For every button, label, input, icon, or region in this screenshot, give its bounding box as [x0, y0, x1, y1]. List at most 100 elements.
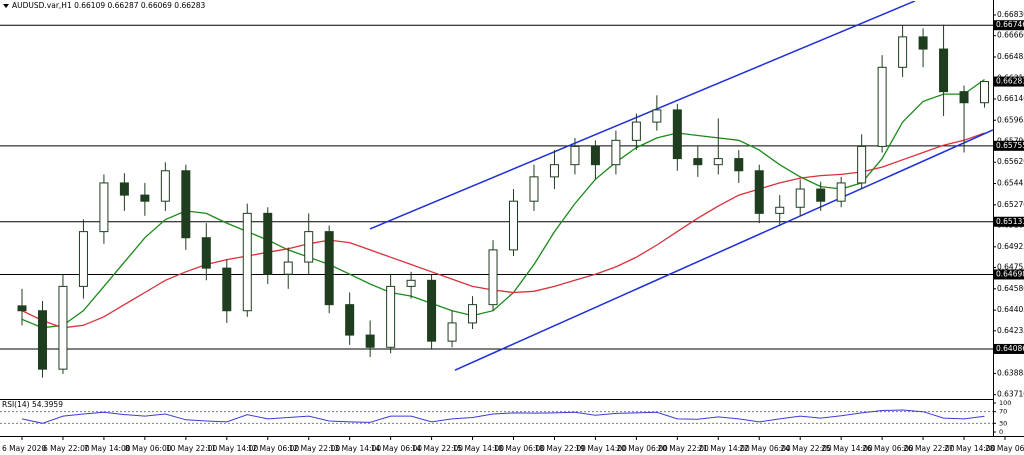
x-tick-label: 19 May 14:00 [575, 444, 627, 453]
candle-body [877, 66, 887, 147]
x-tick-label: 22 May 06:00 [739, 444, 791, 453]
x-tick-label: 11 May 14:00 [207, 444, 259, 453]
candle-body [611, 139, 621, 166]
x-tick-label: 20 May 06:00 [616, 444, 668, 453]
candle-body [17, 305, 27, 312]
y-tick-label: 0.64235 [997, 326, 1024, 335]
rsi-tick-label: 70 [999, 408, 1007, 416]
candle-body [631, 121, 641, 141]
x-tick-label: 15 May 14:00 [453, 444, 505, 453]
level-label-box [994, 343, 1024, 354]
candle-body [693, 158, 703, 166]
candle-body [549, 164, 559, 178]
candle-body [488, 249, 498, 306]
candle-body [427, 279, 437, 342]
candle-body [365, 334, 375, 348]
candle-body [713, 158, 723, 166]
price-label-box [994, 76, 1024, 87]
candle-body [795, 188, 805, 208]
y-tick-label: 0.63885 [997, 368, 1024, 377]
candle-body [181, 170, 191, 239]
y-tick-label: 0.66485 [997, 52, 1024, 61]
candle-body [980, 81, 990, 104]
candle-body [836, 182, 846, 202]
x-tick-label: 24 May 22:00 [780, 444, 832, 453]
candle-body [652, 109, 662, 123]
candle-body [119, 182, 129, 196]
rsi-tick-label: 30 [999, 419, 1007, 427]
candle-body [283, 261, 293, 275]
x-tick-label: 6 May 2020 [2, 444, 46, 453]
level-label: 0.65755 [996, 141, 1024, 150]
rsi-tick-label: 100 [999, 399, 1011, 407]
menu-icon[interactable] [3, 4, 9, 8]
candle-body [672, 109, 682, 160]
candle-body [754, 170, 764, 214]
price-label: 0.66283 [996, 77, 1024, 86]
x-tick-label: 13 May 14:00 [330, 444, 382, 453]
x-tick-label: 14 May 22:00 [412, 444, 464, 453]
candle-body [857, 145, 867, 184]
level-label-box [994, 216, 1024, 227]
x-tick-label: 26 May 06:00 [862, 444, 914, 453]
level-label: 0.64086 [996, 344, 1024, 353]
candle-body [468, 304, 478, 324]
x-tick-label: 25 May 14:00 [821, 444, 873, 453]
candle-body [37, 310, 47, 370]
chart-title: AUDUSD.var,H1 0.66109 0.66287 0.66069 0.… [12, 1, 206, 10]
x-tick-label: 6 May 22:00 [43, 444, 90, 453]
x-tick-label: 12 May 22:00 [289, 444, 341, 453]
x-tick-label: 7 May 14:00 [84, 444, 131, 453]
x-tick-label: 10 May 22:00 [166, 444, 218, 453]
candle-body [201, 237, 211, 269]
candle-body [509, 200, 518, 251]
x-tick-label: 27 May 14:00 [944, 444, 996, 453]
candle-body [58, 285, 68, 370]
x-tick-label: 14 May 06:00 [371, 444, 423, 453]
rsi-label: RSI(14) 54.3959 [2, 400, 63, 409]
candle-body [345, 304, 355, 336]
rsi-line [21, 409, 985, 424]
x-tick-label: 18 May 22:00 [534, 444, 586, 453]
x-tick-label: 18 May 06:00 [494, 444, 546, 453]
candle-body [140, 194, 150, 202]
x-tick-label: 28 May 06:00 [985, 444, 1024, 453]
x-tick-label: 26 May 22:00 [903, 444, 955, 453]
level-label: 0.65131 [996, 217, 1024, 226]
candle-body [590, 145, 600, 166]
x-tick-label: 12 May 06:00 [248, 444, 300, 453]
candle-body [386, 285, 396, 348]
candle-body [324, 231, 334, 306]
rsi-tick-label: 0 [999, 428, 1003, 436]
candle-body [222, 267, 232, 312]
rsi-panel [0, 409, 993, 424]
y-tick-label: 0.64755 [997, 263, 1024, 272]
y-tick-label: 0.65965 [997, 115, 1024, 124]
candle-body [570, 145, 580, 166]
candle-body [939, 48, 949, 93]
trendline [454, 129, 993, 371]
y-tick-label: 0.64405 [997, 305, 1024, 314]
candle-body [959, 91, 969, 104]
level-label: 0.64698 [996, 269, 1024, 278]
candle-body [734, 158, 744, 172]
candle-body [775, 206, 785, 214]
moving-average [21, 132, 985, 329]
x-tick-label: 21 May 14:00 [698, 444, 750, 453]
candle-body [78, 231, 88, 287]
axes: 0.668300.666600.664850.663100.661400.659… [2, 10, 1024, 453]
candle-body [918, 36, 928, 50]
candle-body [816, 188, 826, 202]
candle-body [304, 231, 314, 263]
candle-body [406, 279, 416, 287]
candle-body [160, 170, 170, 202]
x-tick-label: 8 May 06:00 [125, 444, 172, 453]
candle-body [529, 176, 539, 202]
